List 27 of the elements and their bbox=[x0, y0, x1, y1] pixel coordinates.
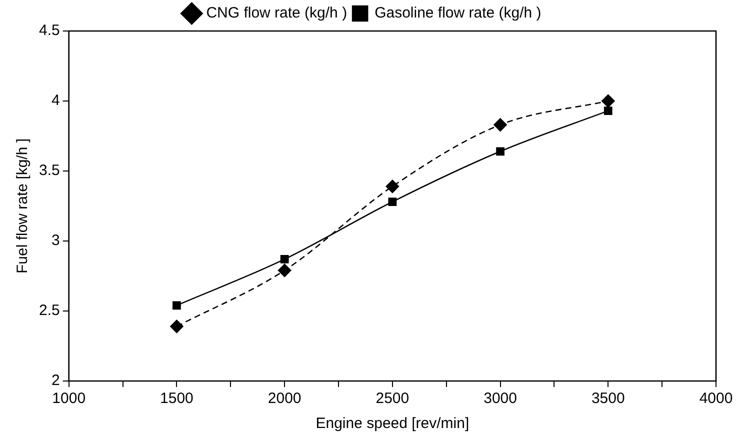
x-tick-label: 3000 bbox=[484, 390, 517, 408]
point bbox=[496, 147, 504, 156]
point bbox=[388, 198, 397, 206]
y-tick-label: 2.5 bbox=[38, 302, 60, 320]
x-tick-label: 4000 bbox=[699, 390, 733, 408]
y-tick-label: 4 bbox=[52, 92, 60, 110]
x-tick-label: 2000 bbox=[268, 390, 302, 408]
x-tick-label: 2500 bbox=[376, 390, 410, 408]
y-axis-title: Fuel flow rate [kg/h ] bbox=[14, 138, 32, 274]
x-tick-label: 1000 bbox=[52, 390, 86, 408]
y-tick-label: 2 bbox=[52, 372, 60, 390]
x-tick-label: 3500 bbox=[591, 390, 625, 408]
y-tick-label: 3.5 bbox=[38, 162, 60, 180]
legend-label: Gasoline flow rate (kg/h ) bbox=[374, 4, 542, 22]
x-tick-label: 1500 bbox=[160, 390, 194, 408]
point bbox=[170, 320, 184, 334]
y-tick-label: 4.5 bbox=[38, 22, 60, 40]
point bbox=[604, 106, 612, 115]
point bbox=[280, 255, 289, 264]
point bbox=[278, 264, 292, 278]
point bbox=[172, 301, 181, 310]
y-tick-label: 3 bbox=[52, 232, 60, 250]
point bbox=[494, 118, 507, 132]
x-axis-title: Engine speed [rev/min] bbox=[316, 415, 470, 432]
legend-label: CNG flow rate (kg/h ) bbox=[206, 4, 348, 22]
point bbox=[601, 94, 615, 108]
point bbox=[386, 180, 400, 194]
